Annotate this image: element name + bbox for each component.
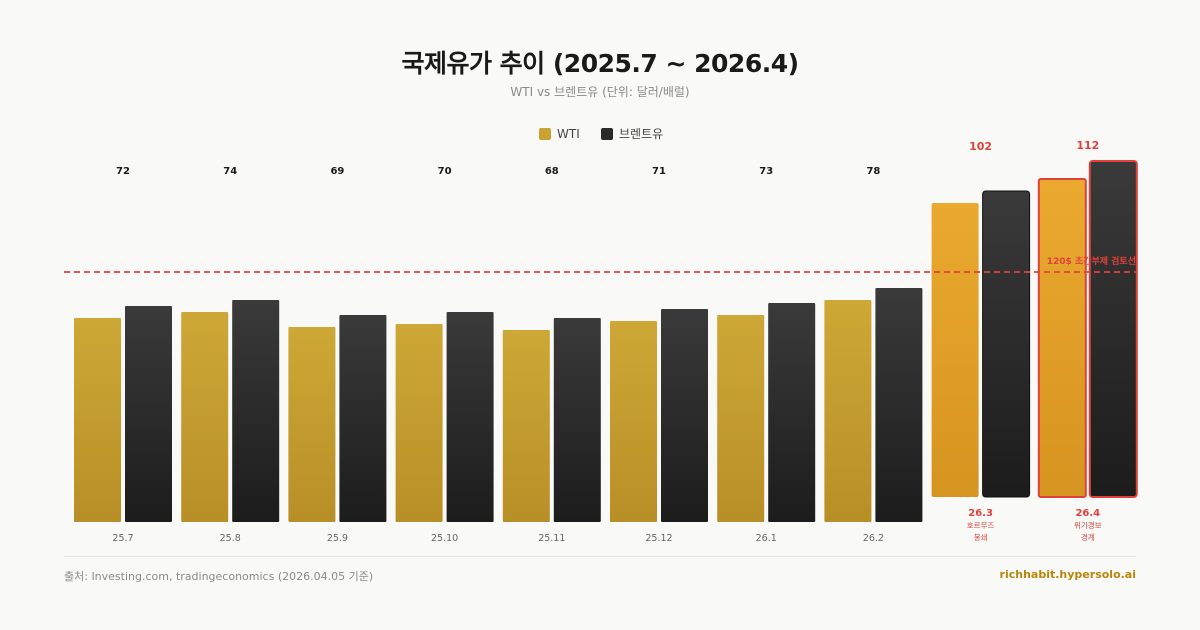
x-tick-label-25.9: 25.9 (327, 533, 348, 544)
legend-swatch-brent (601, 128, 613, 140)
source-note: 출처: Investing.com, tradingeconomics (202… (64, 570, 374, 583)
bar-wti-26.1 (717, 315, 765, 522)
bar-wti-25.7 (74, 318, 121, 522)
data-label-25.7: 72 (116, 166, 130, 177)
x-tick-note-26.3-0: 호르무즈 (967, 521, 995, 530)
data-label-25.9: 69 (330, 166, 344, 177)
reference-line-label: 120$ 초간부제 검토선 (1047, 255, 1136, 267)
bar-wti-25.12 (610, 321, 657, 522)
x-tick-note-26.3-1: 봉쇄 (974, 533, 988, 542)
reference-line-group: 120$ 초간부제 검토선 (64, 255, 1136, 273)
x-tick-label-25.11: 25.11 (538, 533, 565, 544)
x-tick-note-26.4-0: 위기경보 (1074, 520, 1102, 530)
bar-brent-26.3 (982, 190, 1031, 498)
bar-wti-25.9 (288, 327, 336, 522)
x-tick-label-25.12: 25.12 (645, 533, 672, 544)
data-label-25.11: 68 (545, 166, 559, 177)
bar-brent-25.10 (446, 312, 494, 522)
x-tick-note-26.4-1: 경계 (1081, 532, 1095, 542)
bar-wti-26.4 (1037, 178, 1087, 498)
bar-wti-26.2 (824, 300, 872, 522)
bar-wti-25.10 (395, 324, 443, 522)
data-label-26.1: 73 (759, 166, 773, 177)
bar-brent-25.8 (232, 300, 280, 522)
legend-label-wti: WTI (557, 127, 580, 141)
bar-brent-25.12 (661, 309, 708, 522)
bar-wti-25.11 (502, 330, 550, 522)
bar-brent-26.2 (875, 288, 923, 522)
bar-brent-26.4 (1088, 160, 1138, 498)
data-label-25.12: 71 (652, 166, 666, 177)
x-tick-label-26.2: 26.2 (863, 533, 884, 544)
labels-group: 72 25.7 74 25.8 69 25.9 70 25.10 68 25.11 71 25.12 7… (112, 139, 1101, 544)
chart-title: 국제유가 추이 (2025.7 ~ 2026.4) (401, 49, 799, 78)
bar-brent-25.9 (339, 315, 387, 522)
bar-wti-26.3 (931, 203, 979, 497)
legend-label-brent: 브렌트유 (619, 127, 663, 141)
x-tick-label-25.8: 25.8 (220, 533, 241, 544)
legend-swatch-wti (539, 128, 551, 140)
bar-brent-25.7 (125, 306, 172, 522)
footer-divider (64, 556, 1136, 557)
brand-link[interactable]: richhabit.hypersolo.ai (999, 568, 1136, 581)
data-label-25.8: 74 (223, 166, 237, 177)
bar-brent-26.1 (768, 303, 816, 522)
bars-group (74, 160, 1138, 522)
bar-chart: WTI 브렌트유 120$ 초간부제 검토선 72 25.7 74 25.8 69 25.9… (64, 127, 1138, 544)
chart-subtitle: WTI vs 브렌트유 (단위: 달러/배럴) (510, 85, 690, 99)
data-label-26.4: 112 (1076, 139, 1099, 152)
bar-brent-25.11 (553, 318, 601, 522)
data-label-25.10: 70 (438, 166, 452, 177)
x-tick-label-25.7: 25.7 (112, 533, 133, 544)
x-tick-label-26.1: 26.1 (756, 533, 777, 544)
bar-wti-25.8 (181, 312, 229, 522)
x-tick-label-26.4: 26.4 (1075, 508, 1100, 519)
data-label-26.2: 78 (866, 166, 880, 177)
legend: WTI 브렌트유 (539, 127, 663, 141)
data-label-26.3: 102 (969, 140, 992, 153)
x-tick-label-25.10: 25.10 (431, 533, 458, 544)
x-tick-label-26.3: 26.3 (968, 508, 993, 519)
